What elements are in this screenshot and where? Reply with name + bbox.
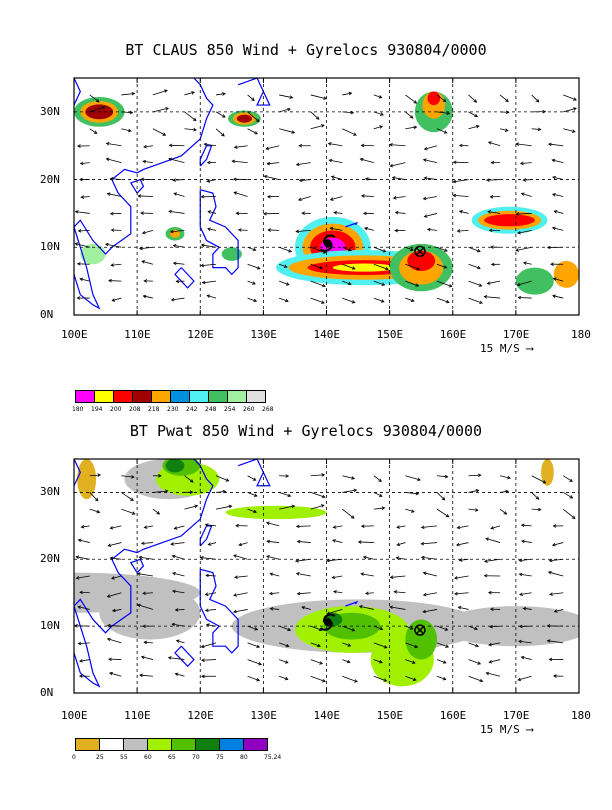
colorbar-swatch (219, 738, 244, 751)
colorbar-label: 70 (192, 754, 200, 761)
colorbar-swatch (227, 390, 247, 403)
colorbar-label: 218 (148, 406, 159, 413)
colorbar-label: 194 (91, 406, 102, 413)
colorbar-swatch (147, 738, 172, 751)
colorbar-swatch (94, 390, 114, 403)
y-tick-label: 20N (40, 173, 60, 186)
colorbar-swatch (113, 390, 133, 403)
panel2-scale-label: 15 M/S ⟶ (480, 723, 533, 736)
colorbar-swatch (99, 738, 124, 751)
colorbar-label: 254 (224, 406, 235, 413)
colorbar-label: 268 (262, 406, 273, 413)
colorbar-swatch (123, 738, 148, 751)
colorbar-swatch (170, 390, 190, 403)
colorbar-swatch (189, 390, 209, 403)
x-tick-label: 170E (503, 709, 530, 722)
colorbar-label: 248 (205, 406, 216, 413)
x-tick-label: 100E (61, 328, 88, 341)
colorbar-label: 242 (186, 406, 197, 413)
colorbar-label: 75 (216, 754, 224, 761)
colorbar-label: 230 (167, 406, 178, 413)
colorbar-label: 55 (120, 754, 128, 761)
y-tick-label: 10N (40, 240, 60, 253)
x-tick-label: 130E (250, 328, 277, 341)
panel2-title: BT Pwat 850 Wind + Gyrelocs 930804/0000 (0, 422, 612, 440)
y-tick-label: 20N (40, 552, 60, 565)
x-tick-label: 110E (124, 328, 151, 341)
colorbar-swatch (246, 390, 266, 403)
colorbar-swatch (208, 390, 228, 403)
x-tick-label: 150E (377, 709, 404, 722)
scale-arrow-icon: ⟶ (526, 342, 533, 355)
y-tick-label: 30N (40, 105, 60, 118)
x-tick-label: 150E (377, 328, 404, 341)
x-tick-label: 120E (187, 328, 214, 341)
panel1-scale-label: 15 M/S ⟶ (480, 342, 533, 355)
x-tick-label: 140E (314, 328, 341, 341)
y-tick-label: 0N (40, 308, 53, 321)
x-tick-label: 180 (571, 709, 591, 722)
y-tick-label: 30N (40, 485, 60, 498)
panel1-title: BT CLAUS 850 Wind + Gyrelocs 930804/0000 (0, 41, 612, 59)
colorbar-swatch (151, 390, 171, 403)
panel1-scale-text: 15 M/S (480, 342, 520, 355)
y-tick-label: 0N (40, 686, 53, 699)
x-tick-label: 160E (440, 328, 467, 341)
colorbar-label: 180 (72, 406, 83, 413)
scale-arrow-icon: ⟶ (526, 723, 533, 736)
colorbar-swatch (171, 738, 196, 751)
colorbar-swatch (243, 738, 268, 751)
colorbar-label: 200 (110, 406, 121, 413)
y-tick-label: 10N (40, 619, 60, 632)
x-tick-label: 160E (440, 709, 467, 722)
x-tick-label: 130E (250, 709, 277, 722)
x-tick-label: 100E (61, 709, 88, 722)
x-tick-label: 180 (571, 328, 591, 341)
x-tick-label: 120E (187, 709, 214, 722)
colorbar-label: 260 (243, 406, 254, 413)
x-tick-label: 110E (124, 709, 151, 722)
colorbar-swatch (75, 738, 100, 751)
colorbar-swatch (132, 390, 152, 403)
colorbar-label: 75.24 (264, 754, 281, 761)
x-tick-label: 170E (503, 328, 530, 341)
colorbar-label: 60 (144, 754, 152, 761)
colorbar-label: 25 (96, 754, 104, 761)
colorbar-label: 65 (168, 754, 176, 761)
colorbar-swatch (195, 738, 220, 751)
colorbar-label: 208 (129, 406, 140, 413)
panel1-map (0, 70, 612, 430)
colorbar-label: 80 (240, 754, 248, 761)
colorbar-swatch (75, 390, 95, 403)
panel2-scale-text: 15 M/S (480, 723, 520, 736)
x-tick-label: 140E (314, 709, 341, 722)
panel2-map (0, 450, 612, 810)
colorbar-label: 0 (72, 754, 76, 761)
